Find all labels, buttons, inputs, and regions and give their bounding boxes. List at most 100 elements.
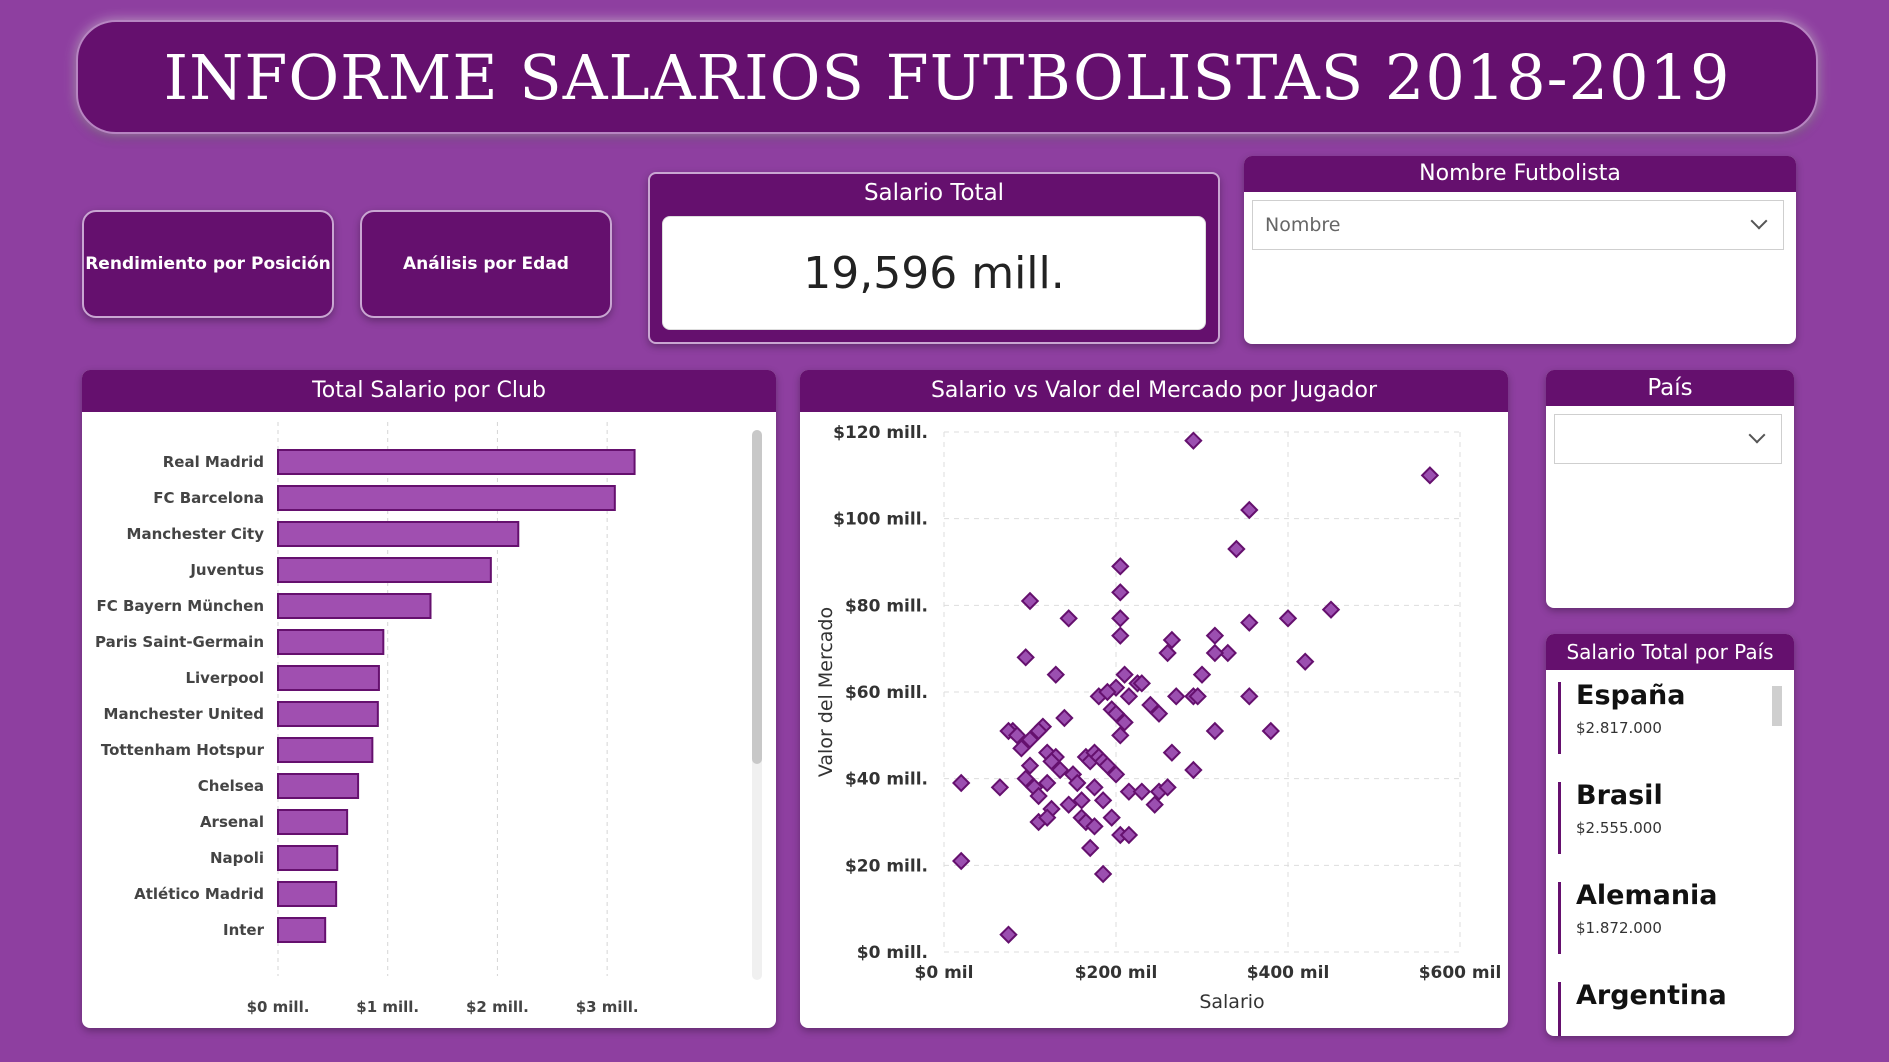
scatter-point[interactable] xyxy=(1321,600,1341,619)
club-chart-scrollbar[interactable] xyxy=(752,430,762,764)
scatter-point[interactable] xyxy=(1158,778,1177,797)
scatter-point[interactable] xyxy=(1132,674,1151,693)
scatter-point[interactable] xyxy=(1115,665,1134,684)
scatter-point[interactable] xyxy=(1111,557,1130,576)
scatter-point[interactable] xyxy=(1059,795,1078,814)
bar[interactable] xyxy=(277,737,374,763)
scatter-point[interactable] xyxy=(1093,791,1113,810)
bar[interactable] xyxy=(277,881,338,907)
scatter-point[interactable] xyxy=(1218,643,1237,663)
scatter-point[interactable] xyxy=(1162,743,1182,762)
y-tick-label: $40 mill. xyxy=(845,770,928,790)
scatter-point[interactable] xyxy=(1111,583,1130,602)
total-salary-value: 19,596 mill. xyxy=(662,216,1206,330)
scatter-point[interactable] xyxy=(1227,539,1246,559)
bar[interactable] xyxy=(277,557,492,583)
scatter-point[interactable] xyxy=(1145,795,1164,814)
position-performance-button[interactable]: Rendimiento por Posición xyxy=(82,210,334,318)
scatter-point[interactable] xyxy=(1192,665,1212,684)
scatter-point[interactable] xyxy=(1111,726,1130,745)
scatter-point[interactable] xyxy=(1111,609,1130,628)
scatter-point[interactable] xyxy=(1132,782,1151,801)
scatter-point[interactable] xyxy=(1149,704,1169,723)
scatter-point[interactable] xyxy=(1162,630,1182,650)
scatter-point[interactable] xyxy=(999,925,1018,944)
bar[interactable] xyxy=(277,845,339,871)
scatter-point[interactable] xyxy=(1106,765,1126,784)
scatter-point[interactable] xyxy=(1038,773,1057,793)
scatter-point[interactable] xyxy=(1016,648,1035,667)
bar[interactable] xyxy=(277,809,349,835)
scatter-point[interactable] xyxy=(1050,760,1070,780)
scatter-point[interactable] xyxy=(990,778,1010,797)
scatter-point[interactable] xyxy=(1072,791,1091,810)
bar[interactable] xyxy=(277,665,380,691)
y-tick-label: $100 mill. xyxy=(833,510,928,530)
scatter-point[interactable] xyxy=(1085,778,1104,797)
scatter-point[interactable] xyxy=(1184,760,1203,780)
scatter-point[interactable] xyxy=(1188,687,1207,706)
bar[interactable] xyxy=(277,701,379,727)
scatter-point[interactable] xyxy=(952,773,971,793)
scatter-point[interactable] xyxy=(1093,864,1113,884)
bar[interactable] xyxy=(277,917,327,943)
list-item[interactable]: Brasil $2.555.000 xyxy=(1558,776,1794,876)
scatter-point[interactable] xyxy=(1102,808,1121,827)
bar[interactable] xyxy=(277,485,616,511)
bar[interactable] xyxy=(277,629,385,655)
scatter-point[interactable] xyxy=(1029,721,1048,741)
scatter-point[interactable] xyxy=(1055,708,1074,728)
scatter-point[interactable] xyxy=(1111,626,1130,645)
bar[interactable] xyxy=(277,449,636,475)
scatter-point[interactable] xyxy=(1098,756,1117,775)
scatter-point[interactable] xyxy=(1119,687,1139,706)
bar[interactable] xyxy=(277,773,360,799)
country-dropdown[interactable] xyxy=(1554,414,1782,464)
scatter-point[interactable] xyxy=(1029,786,1048,806)
scatter-point[interactable] xyxy=(1098,682,1117,702)
scatter-point[interactable] xyxy=(1081,838,1100,858)
scatter-point[interactable] xyxy=(1085,817,1104,836)
scatter-point[interactable] xyxy=(1020,730,1040,749)
y-tick-label: $20 mill. xyxy=(845,856,928,876)
list-item[interactable]: Argentina xyxy=(1558,976,1794,1036)
scatter-point[interactable] xyxy=(1115,713,1134,732)
scatter-point[interactable] xyxy=(1240,613,1259,632)
scatter-point[interactable] xyxy=(1420,466,1440,485)
scatter-point[interactable] xyxy=(1205,626,1225,645)
scatter-point[interactable] xyxy=(1158,643,1177,663)
scatter-point[interactable] xyxy=(1106,704,1126,723)
bar[interactable] xyxy=(277,521,520,547)
player-name-dropdown[interactable]: Nombre xyxy=(1252,200,1784,250)
country-list-scrollbar[interactable] xyxy=(1772,686,1782,726)
scatter-point[interactable] xyxy=(1278,609,1298,628)
scatter-point[interactable] xyxy=(1012,739,1031,758)
chevron-down-icon xyxy=(1750,212,1768,230)
scatter-point[interactable] xyxy=(1205,721,1225,741)
scatter-point[interactable] xyxy=(1240,500,1259,520)
scatter-point[interactable] xyxy=(952,851,971,871)
scatter-point[interactable] xyxy=(1020,591,1040,611)
scatter-point[interactable] xyxy=(1240,687,1259,706)
scatter-point[interactable] xyxy=(1059,609,1078,628)
scatter-point[interactable] xyxy=(1205,643,1225,663)
scatter-point[interactable] xyxy=(1068,773,1087,793)
scatter-point[interactable] xyxy=(1184,431,1203,450)
age-analysis-button[interactable]: Análisis por Edad xyxy=(360,210,612,318)
scatter-point[interactable] xyxy=(1141,695,1160,715)
scatter-point[interactable] xyxy=(1016,769,1035,788)
list-item[interactable]: Alemania $1.872.000 xyxy=(1558,876,1794,976)
scatter-point[interactable] xyxy=(1261,721,1280,741)
scatter-point[interactable] xyxy=(1119,782,1139,801)
scatter-point[interactable] xyxy=(1167,687,1186,706)
scatter-point[interactable] xyxy=(1020,756,1040,775)
scatter-point[interactable] xyxy=(1046,665,1065,684)
bar[interactable] xyxy=(277,593,432,619)
scatter-point[interactable] xyxy=(1038,808,1057,827)
list-item[interactable]: España $2.817.000 xyxy=(1558,676,1794,776)
scatter-point[interactable] xyxy=(1296,652,1315,671)
scatter-point[interactable] xyxy=(1119,825,1139,845)
scatter-point[interactable] xyxy=(1007,726,1027,745)
category-label: Tottenham Hotspur xyxy=(101,741,265,759)
scatter-point[interactable] xyxy=(1042,752,1061,771)
